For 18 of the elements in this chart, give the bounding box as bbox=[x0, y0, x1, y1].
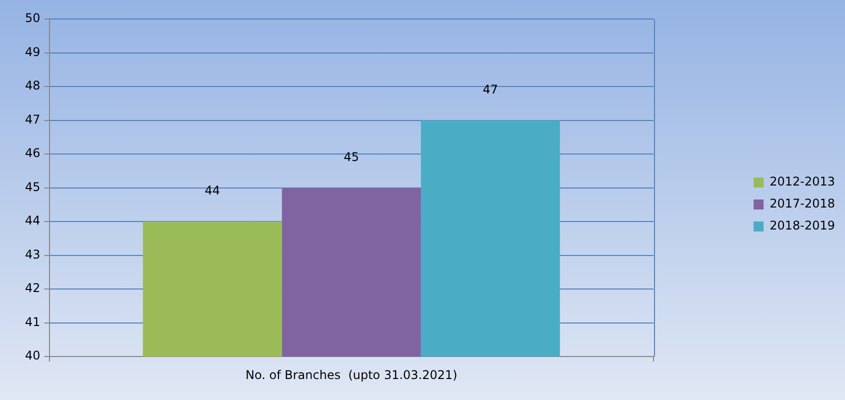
y-tick-label: 46 bbox=[24, 146, 40, 160]
x-tick-label: No. of Branches (upto 31.03.2021) bbox=[245, 368, 458, 382]
y-tick-label: 41 bbox=[24, 314, 40, 329]
legend-label: 2012-2013 bbox=[770, 174, 836, 189]
y-tick-label: 50 bbox=[24, 11, 40, 26]
data-label: 45 bbox=[344, 150, 360, 164]
y-tick-label: 40 bbox=[24, 348, 40, 363]
y-tick-label: 47 bbox=[24, 112, 40, 126]
y-tick-label: 48 bbox=[24, 78, 40, 93]
y-tick-label: 42 bbox=[24, 281, 40, 296]
y-tick-label: 45 bbox=[24, 180, 40, 194]
data-label: 47 bbox=[482, 82, 498, 96]
data-label: 44 bbox=[204, 184, 220, 198]
legend-label: 2018-2019 bbox=[770, 218, 836, 233]
legend-label: 2017-2018 bbox=[770, 196, 836, 211]
y-tick-label: 44 bbox=[24, 214, 40, 228]
y-tick-label: 43 bbox=[24, 247, 40, 262]
y-tick-label: 49 bbox=[24, 44, 40, 59]
